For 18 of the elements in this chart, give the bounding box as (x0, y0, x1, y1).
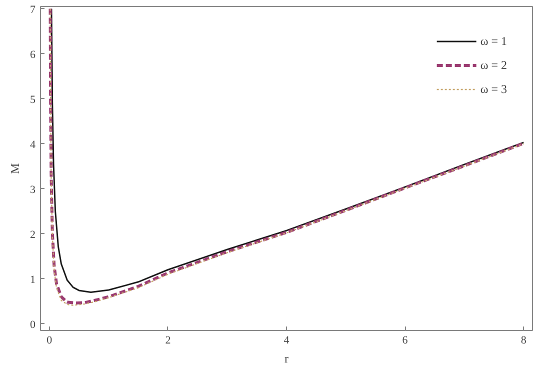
legend-label: ω = 1 (480, 34, 507, 48)
x-tick-label: 8 (520, 334, 527, 346)
legend-label: ω = 2 (480, 58, 507, 72)
legend-label: ω = 3 (480, 82, 507, 96)
y-tick-label: 2 (30, 228, 36, 241)
y-tick-label: 3 (30, 184, 36, 196)
y-tick-label: 7 (30, 4, 36, 16)
y-tick-label: 4 (30, 138, 36, 151)
y-tick-label: 5 (30, 94, 36, 106)
y-axis-title: M (8, 162, 22, 174)
x-tick-label: 2 (165, 334, 171, 346)
y-tick-label: 0 (30, 318, 36, 331)
x-tick-label: 0 (46, 334, 53, 346)
x-tick-label: 4 (284, 334, 290, 346)
x-tick-label: 6 (402, 334, 408, 346)
y-tick-label: 6 (30, 48, 36, 61)
x-axis-title: r (284, 352, 288, 366)
y-tick-label: 1 (30, 274, 36, 286)
